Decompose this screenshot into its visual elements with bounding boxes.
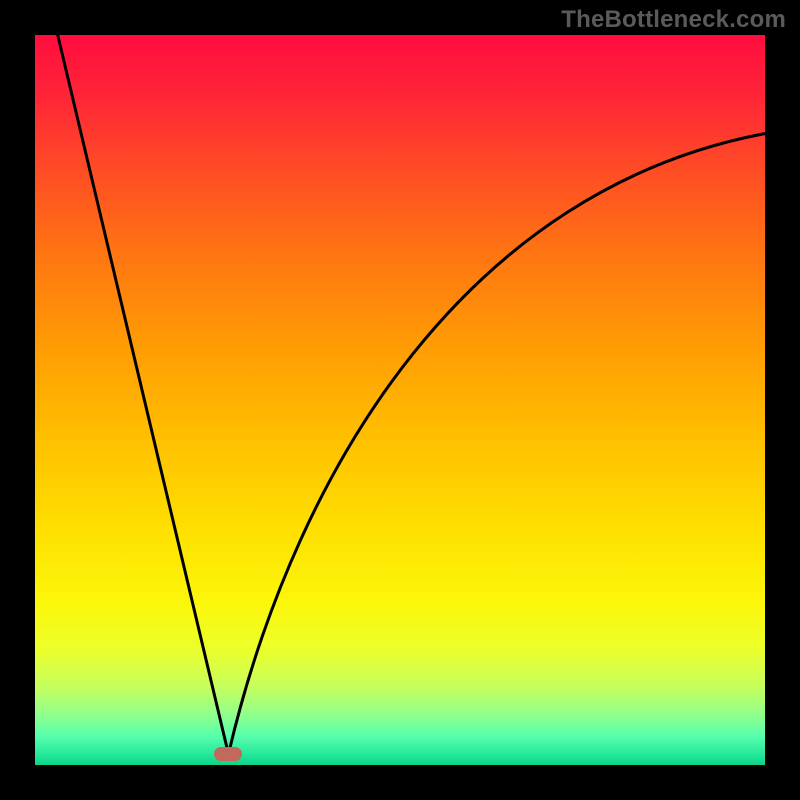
bottleneck-curve [35,35,765,765]
chart-plot-area [35,35,765,765]
watermark: TheBottleneck.com [561,6,786,34]
optimal-point-marker [214,747,242,761]
